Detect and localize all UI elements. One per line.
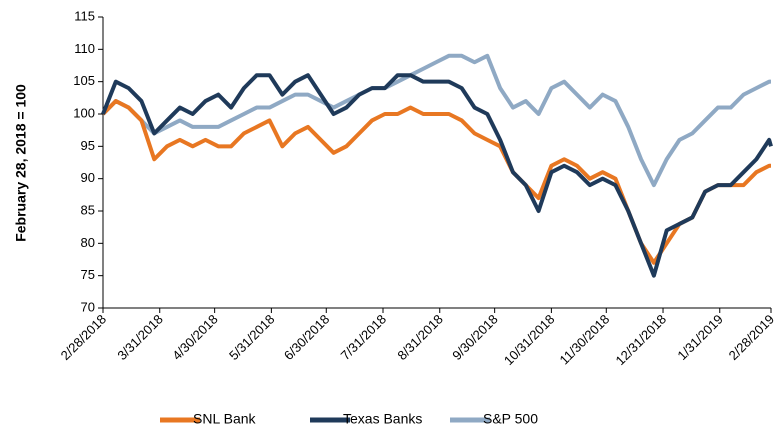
- series-line: [101, 73, 773, 278]
- x-tick-label: 6/30/2018: [281, 312, 333, 364]
- y-tick-label: 75: [81, 267, 95, 282]
- y-tick-label: 100: [73, 105, 95, 120]
- y-tick-label: 105: [73, 73, 95, 88]
- y-tick-label: 110: [74, 41, 95, 56]
- y-tick-label: 115: [74, 8, 95, 23]
- y-tick-label: 95: [81, 138, 95, 153]
- x-tick-label: 12/31/2018: [613, 312, 670, 369]
- y-tick-label: 90: [81, 170, 95, 185]
- x-tick-label: 8/31/2018: [394, 312, 446, 364]
- y-tick-label: 85: [81, 202, 95, 217]
- x-tick-label: 3/31/2018: [114, 312, 166, 364]
- x-tick-label: 5/31/2018: [226, 312, 278, 364]
- x-tick-label: 11/30/2018: [556, 312, 612, 368]
- x-tick-label: 2/28/2018: [58, 312, 110, 364]
- x-tick-label: 10/31/2018: [501, 312, 558, 369]
- x-tick-label: 9/30/2018: [449, 312, 501, 364]
- x-tick-label: 7/31/2018: [338, 312, 390, 364]
- x-tick-label: 4/30/2018: [169, 312, 221, 364]
- series-line: [101, 53, 772, 188]
- y-tick-label: 80: [81, 235, 95, 250]
- x-tick-label: 1/31/2019: [674, 312, 726, 364]
- series-line: [101, 99, 772, 265]
- legend-label: Texas Banks: [343, 411, 422, 427]
- legend-label: SNL Bank: [193, 411, 257, 427]
- legend-label: S&P 500: [483, 411, 538, 427]
- x-tick-label: 2/28/2019: [726, 312, 775, 364]
- y-tick-label: 70: [81, 299, 95, 314]
- y-axis-label: February 28, 2018 = 100: [13, 84, 29, 242]
